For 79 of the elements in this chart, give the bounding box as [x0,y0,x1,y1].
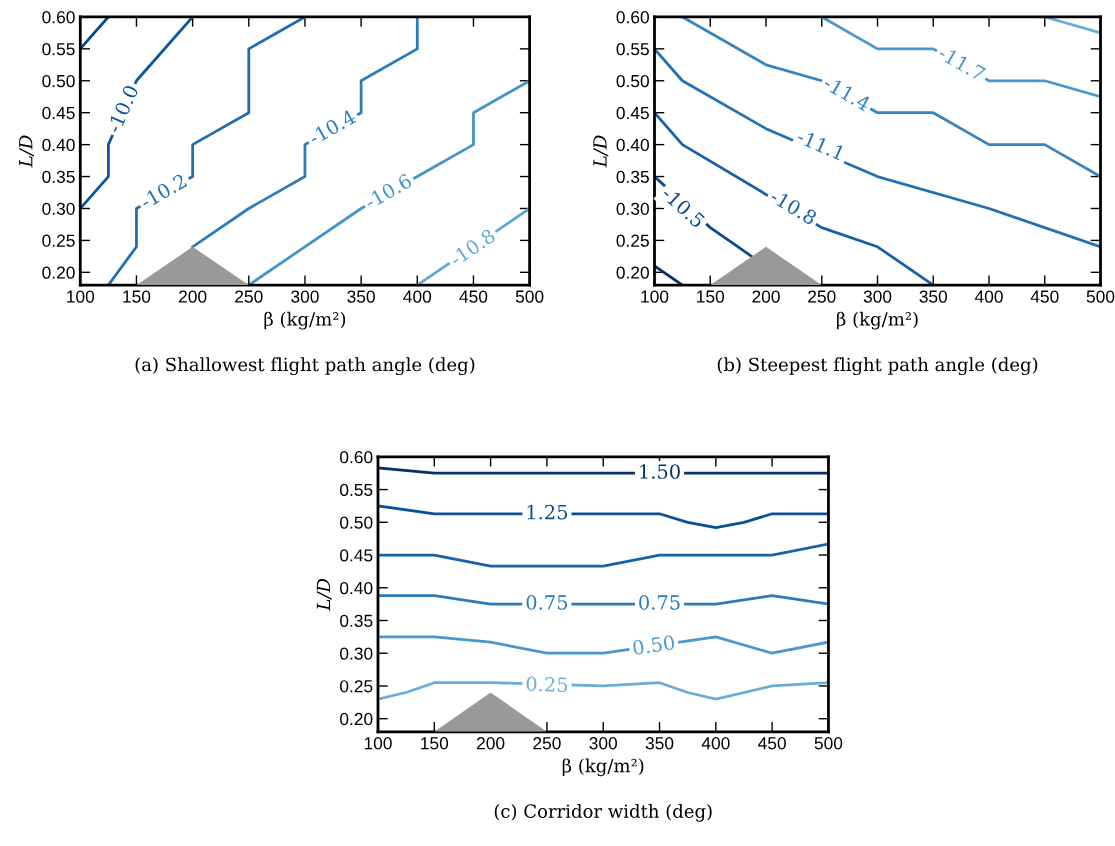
y-tick-label: 0.30 [616,202,649,215]
x-tick-label: 100 [67,290,95,303]
x-tick-label: 300 [863,290,892,303]
x-tick-label: 400 [701,737,730,750]
x-tick-label: 350 [645,737,674,750]
y-tick-label: 0.40 [340,581,373,595]
y-tick-label: 0.35 [340,614,373,627]
y-tick-label: 0.55 [42,43,75,56]
text: (c) Corridor width (deg) [494,804,712,822]
annotation: -10.2 [139,173,188,210]
y-tick-label: 0.50 [42,74,75,88]
annotation: -10.6 [363,172,413,210]
annotation: -11.1 [796,128,845,161]
x-tick-label: 150 [697,290,725,303]
x-tick-label: 100 [641,290,669,303]
x-tick-label: 200 [179,290,207,303]
x-tick-label: 100 [364,737,392,750]
text: (b) Steepest flight path angle (deg) [717,357,1038,376]
y-tick-label: 0.25 [42,234,75,247]
x-tick-label: 450 [1030,290,1059,303]
y-tick-label: 0.40 [616,138,649,152]
annotation: -11.7 [937,44,987,82]
y-tick-label: 0.20 [42,266,75,279]
y-tick-label: 0.35 [616,170,649,184]
y-tick-label: 0.60 [42,11,75,24]
y-tick-label: 0.20 [616,266,649,279]
annotation: 1.25 [527,504,568,520]
annotation: -10.0 [106,84,139,134]
x-tick-label: 500 [1086,290,1115,303]
y-axis-title: L/D [19,135,34,168]
y-tick-label: 0.40 [42,138,75,152]
x-tick-label: 350 [347,290,375,303]
y-tick-label: 0.50 [340,516,373,529]
annotation: -10.8 [769,188,818,226]
line-series [654,47,1101,249]
x-tick-label: 500 [515,290,544,303]
y-tick-label: 0.50 [616,74,649,88]
x-tick-label: 450 [758,737,786,750]
x-tick-label: 150 [123,290,151,303]
x-tick-label: 300 [291,290,319,303]
x-tick-label: 300 [589,737,618,750]
y-tick-label: 0.60 [616,11,649,24]
y-tick-label: 0.25 [616,234,649,247]
x-tick-label: 150 [421,737,449,750]
text: (a) Shallowest flight path angle (deg) [135,357,475,376]
x-tick-label: 200 [476,737,505,750]
annotation: 0.50 [632,634,675,656]
annotation: 0.75 [526,595,568,610]
x-tick-label: 200 [752,290,780,303]
x-tick-label: 400 [974,290,1003,303]
annotation: 0.75 [639,595,680,610]
y-tick-label: 0.55 [616,43,649,56]
annotation: 1.50 [640,464,680,479]
x-tick-label: 450 [459,290,488,303]
x-axis-title: β (kg/m²) [562,758,644,777]
x-tick-label: 400 [403,290,432,303]
y-axis-title: L/D [593,135,609,168]
y-tick-label: 0.45 [616,106,649,120]
y-axis-title: L/D [316,578,332,611]
line-series [377,504,829,529]
x-tick-label: 350 [919,290,948,303]
y-tick-label: 0.25 [340,680,373,693]
y-tick-label: 0.45 [42,106,75,120]
y-tick-label: 0.20 [340,712,373,726]
x-tick-label: 250 [235,290,263,303]
y-tick-label: 0.30 [340,647,373,660]
x-axis-title: β (kg/m²) [264,311,346,330]
x-tick-label: 250 [808,290,836,303]
annotation: -10.4 [307,108,357,146]
y-tick-label: 0.60 [340,451,373,464]
annotation: 0.25 [526,676,568,693]
y-tick-label: 0.55 [340,483,373,497]
y-tick-label: 0.45 [340,549,373,562]
y-tick-label: 0.30 [42,202,75,215]
x-tick-label: 500 [814,737,843,750]
x-axis-title: β (kg/m²) [837,311,918,330]
x-tick-label: 250 [533,737,561,750]
annotation: -11.4 [822,74,872,112]
y-tick-label: 0.35 [42,170,75,184]
